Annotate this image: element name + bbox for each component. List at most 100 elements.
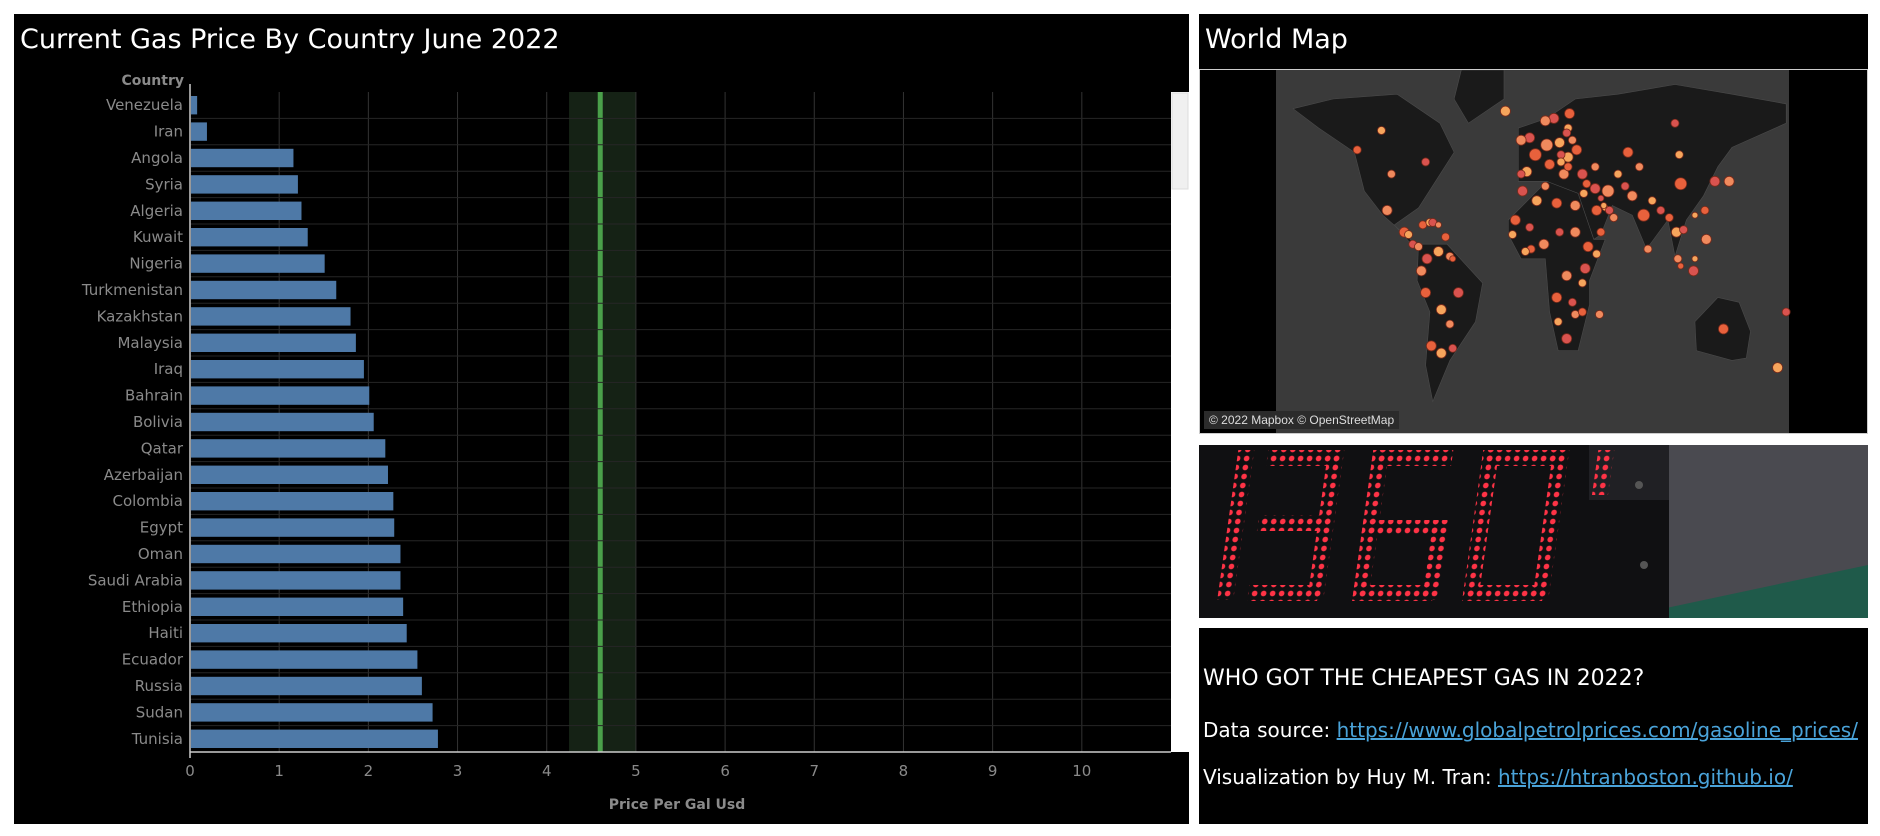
country-marker[interactable] xyxy=(1517,185,1528,197)
country-marker[interactable] xyxy=(1577,278,1587,288)
country-marker[interactable] xyxy=(1420,287,1432,299)
country-marker[interactable] xyxy=(1679,225,1688,235)
country-marker[interactable] xyxy=(1387,169,1396,179)
country-marker[interactable] xyxy=(1626,190,1638,202)
country-marker[interactable] xyxy=(1539,115,1551,127)
country-marker[interactable] xyxy=(1670,118,1680,128)
country-marker[interactable] xyxy=(1531,195,1543,207)
country-marker[interactable] xyxy=(1600,202,1608,209)
country-marker[interactable] xyxy=(1673,254,1683,264)
country-marker[interactable] xyxy=(1555,227,1564,237)
country-marker[interactable] xyxy=(1561,333,1573,345)
country-marker[interactable] xyxy=(1613,169,1623,179)
country-marker[interactable] xyxy=(1609,213,1619,223)
country-marker[interactable] xyxy=(1441,232,1450,242)
country-marker[interactable] xyxy=(1415,265,1427,277)
country-marker[interactable] xyxy=(1691,211,1699,219)
country-marker[interactable] xyxy=(1551,197,1563,209)
country-marker[interactable] xyxy=(1558,168,1570,180)
country-marker[interactable] xyxy=(1723,175,1735,187)
country-marker[interactable] xyxy=(1781,307,1791,317)
country-marker[interactable] xyxy=(1674,177,1688,191)
country-marker[interactable] xyxy=(1605,205,1614,215)
country-marker[interactable] xyxy=(1709,175,1721,187)
country-marker[interactable] xyxy=(1637,208,1651,222)
country-marker[interactable] xyxy=(1643,244,1653,254)
country-marker[interactable] xyxy=(1688,265,1699,277)
country-marker[interactable] xyxy=(1421,157,1431,167)
country-marker[interactable] xyxy=(1591,204,1603,216)
country-marker[interactable] xyxy=(1562,128,1572,138)
data-source-link[interactable]: https://www.globalpetrolprices.com/gasol… xyxy=(1336,718,1858,742)
country-marker[interactable] xyxy=(1582,241,1594,253)
country-marker[interactable] xyxy=(1435,221,1442,229)
country-marker[interactable] xyxy=(1554,137,1565,148)
world-map[interactable]: © 2022 Mapbox © OpenStreetMap xyxy=(1199,69,1868,434)
country-marker[interactable] xyxy=(1567,297,1577,307)
country-marker[interactable] xyxy=(1647,196,1657,206)
country-marker[interactable] xyxy=(1700,233,1712,245)
scrollbar-thumb[interactable] xyxy=(1171,92,1189,190)
country-marker[interactable] xyxy=(1596,227,1606,237)
country-marker[interactable] xyxy=(1377,126,1386,135)
country-marker[interactable] xyxy=(1700,205,1710,215)
country-marker[interactable] xyxy=(1445,319,1455,329)
country-marker[interactable] xyxy=(1677,262,1685,270)
country-marker[interactable] xyxy=(1516,169,1526,179)
country-marker[interactable] xyxy=(1597,194,1605,202)
country-marker[interactable] xyxy=(1595,310,1604,319)
country-marker[interactable] xyxy=(1772,362,1783,374)
country-marker[interactable] xyxy=(1576,168,1588,180)
country-marker[interactable] xyxy=(1571,144,1583,156)
country-marker[interactable] xyxy=(1718,323,1729,335)
country-marker[interactable] xyxy=(1540,181,1550,191)
country-marker[interactable] xyxy=(1634,162,1644,172)
country-marker[interactable] xyxy=(1553,317,1563,327)
country-marker[interactable] xyxy=(1540,138,1554,152)
country-marker[interactable] xyxy=(1528,148,1542,162)
country-marker[interactable] xyxy=(1579,263,1591,274)
country-marker[interactable] xyxy=(1425,340,1437,352)
country-marker[interactable] xyxy=(1508,230,1517,239)
country-marker[interactable] xyxy=(1656,205,1666,215)
country-marker[interactable] xyxy=(1352,145,1362,155)
country-marker[interactable] xyxy=(1433,246,1444,257)
country-marker[interactable] xyxy=(1509,214,1521,226)
country-marker[interactable] xyxy=(1414,242,1423,252)
country-marker[interactable] xyxy=(1452,287,1464,299)
country-marker[interactable] xyxy=(1556,150,1566,160)
country-marker[interactable] xyxy=(1421,253,1433,265)
country-marker[interactable] xyxy=(1691,255,1699,263)
country-marker[interactable] xyxy=(1435,304,1447,315)
country-marker[interactable] xyxy=(1551,292,1563,303)
country-marker[interactable] xyxy=(1589,183,1601,194)
country-marker[interactable] xyxy=(1544,158,1556,170)
country-marker[interactable] xyxy=(1381,204,1393,216)
country-marker[interactable] xyxy=(1567,135,1577,145)
country-marker[interactable] xyxy=(1579,189,1589,198)
country-marker[interactable] xyxy=(1515,134,1527,146)
country-marker[interactable] xyxy=(1520,247,1530,256)
country-marker[interactable] xyxy=(1561,270,1573,282)
country-marker[interactable] xyxy=(1556,157,1566,167)
country-marker[interactable] xyxy=(1563,162,1573,172)
country-marker[interactable] xyxy=(1622,146,1634,158)
country-marker[interactable] xyxy=(1435,347,1447,359)
country-marker[interactable] xyxy=(1564,108,1575,119)
country-marker[interactable] xyxy=(1449,255,1457,263)
country-marker[interactable] xyxy=(1525,222,1535,232)
country-marker[interactable] xyxy=(1404,230,1413,239)
country-marker[interactable] xyxy=(1577,307,1587,317)
country-marker[interactable] xyxy=(1448,343,1458,353)
country-marker[interactable] xyxy=(1582,179,1592,189)
country-marker[interactable] xyxy=(1664,213,1674,223)
country-marker[interactable] xyxy=(1674,150,1684,160)
country-marker[interactable] xyxy=(1620,181,1630,191)
credit-link[interactable]: https://htranboston.github.io/ xyxy=(1497,765,1793,789)
country-marker[interactable] xyxy=(1601,184,1615,198)
country-marker[interactable] xyxy=(1569,226,1581,238)
country-marker[interactable] xyxy=(1592,249,1602,259)
country-marker[interactable] xyxy=(1569,200,1581,211)
country-marker[interactable] xyxy=(1538,238,1550,250)
country-marker[interactable] xyxy=(1590,162,1600,172)
